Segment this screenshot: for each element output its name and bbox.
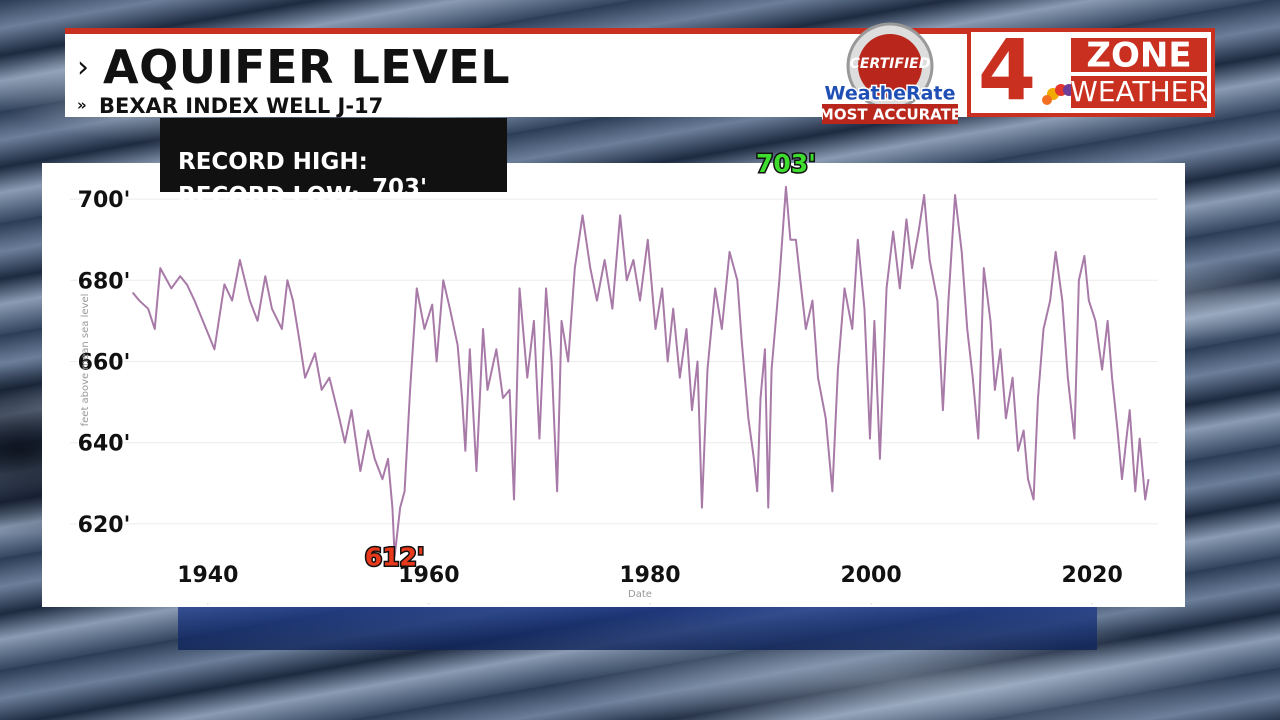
x-tick-label: 1940 xyxy=(177,563,238,588)
bottom-strip xyxy=(178,607,1097,650)
level-line xyxy=(131,185,1150,558)
badge-bottom: MOST ACCURATE xyxy=(822,106,958,124)
station-number: 4 xyxy=(978,32,1036,113)
badge-seal xyxy=(858,34,922,98)
subtitle: BEXAR INDEX WELL J-17 xyxy=(99,94,384,118)
certified-badge: CERTIFIED WeatheRate MOST ACCURATE xyxy=(819,20,961,126)
annotation: 703' xyxy=(756,149,816,178)
chevron: › xyxy=(77,50,89,85)
record-label: RECORD LOW: xyxy=(178,183,360,209)
x-axis-label: Date xyxy=(628,589,652,600)
x-tick-label: 2020 xyxy=(1062,563,1123,588)
badge-top: CERTIFIED xyxy=(850,56,931,72)
record-label: RECORD HIGH: xyxy=(178,149,368,175)
badge-brand: WeatheRate xyxy=(825,83,956,105)
y-tick-label: 660' xyxy=(78,350,131,375)
y-axis-label: feet above mean sea level xyxy=(80,294,91,427)
station-logo: 4 ZONE WEATHER xyxy=(967,21,1215,119)
record-box: RECORD HIGH: 703' 1992 RECORD LOW: 612' … xyxy=(160,118,507,261)
station-line1: ZONE xyxy=(1086,36,1191,76)
y-tick-label: 620' xyxy=(78,513,131,538)
x-tick-label: 1980 xyxy=(619,563,680,588)
record-value: 703' xyxy=(372,175,428,201)
station-line2: WEATHER xyxy=(1070,75,1208,108)
station-graphic: 4 ZONE WEATHER xyxy=(978,21,1208,119)
record-value: 612' xyxy=(372,209,428,235)
record-low-row: RECORD LOW: 612' 1956 xyxy=(178,157,500,287)
record-year: 1956 xyxy=(436,235,501,261)
record-high-row: RECORD HIGH: 703' 1992 xyxy=(178,123,500,253)
record-year: 1992 xyxy=(436,201,501,227)
title-banner: › AQUIFER LEVEL » BEXAR INDEX WELL J-17 xyxy=(65,28,970,118)
badge-graphic: CERTIFIED WeatheRate MOST ACCURATE xyxy=(819,22,961,124)
x-tick-label: 2000 xyxy=(840,563,901,588)
y-tick-label: 680' xyxy=(78,269,131,294)
zone-band xyxy=(1071,38,1207,72)
annotation: 612' xyxy=(365,542,425,571)
y-tick-label: 700' xyxy=(78,188,131,213)
weather-band xyxy=(1071,76,1207,108)
title: AQUIFER LEVEL xyxy=(103,40,511,94)
chevron: » xyxy=(77,96,87,114)
x-tick-label: 1960 xyxy=(398,563,459,588)
y-tick-label: 640' xyxy=(78,432,131,457)
badge-strip xyxy=(822,104,958,124)
